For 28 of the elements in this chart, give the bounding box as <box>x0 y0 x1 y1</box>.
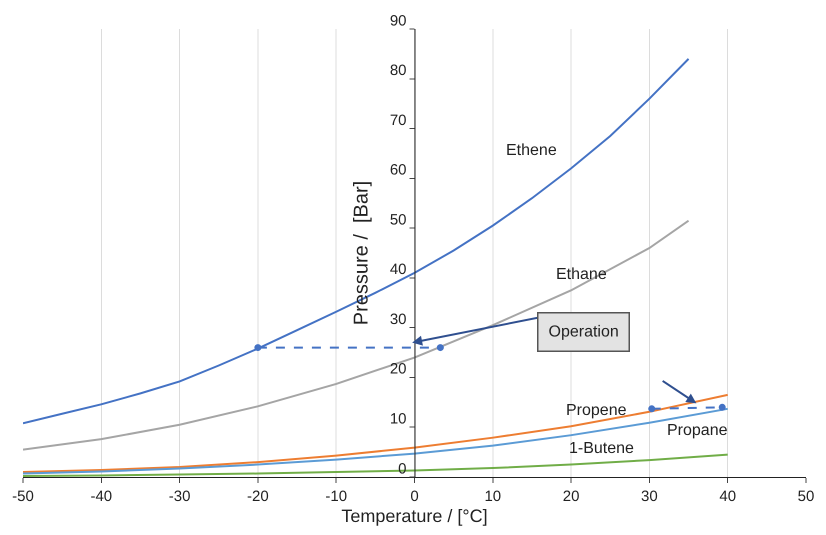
x-tick-label: 30 <box>641 488 658 505</box>
x-tick-label: 10 <box>484 488 502 505</box>
x-tick-label: -10 <box>325 488 348 505</box>
x-tick-label: 0 <box>410 488 419 505</box>
series-label: Ethene <box>506 142 557 159</box>
y-tick-label: 40 <box>390 261 406 278</box>
annotation: Operation <box>548 324 619 340</box>
y-tick-label: 70 <box>390 112 406 129</box>
x-tick-label: 20 <box>562 488 580 505</box>
y-tick-label: 50 <box>390 211 406 228</box>
y-tick-label: 60 <box>390 162 406 179</box>
x-axis-title: Temperature / [°C] <box>341 506 488 526</box>
series-label: Propene <box>566 402 627 419</box>
y-axis-title: Pressure / [Bar] <box>350 180 372 326</box>
x-tick-label: 50 <box>798 488 814 505</box>
series-label: Ethane <box>556 266 607 283</box>
x-tick-label: -50 <box>12 488 34 505</box>
y-tick-label: 30 <box>390 310 406 328</box>
y-tick-label: 10 <box>390 410 406 428</box>
y-tick-label: 20 <box>390 360 406 378</box>
x-tick-label: -30 <box>168 488 190 505</box>
x-tick-label: -20 <box>247 488 269 505</box>
series-label: 1-Butene <box>569 440 634 457</box>
y-tick-label: 80 <box>390 62 406 80</box>
x-tick-label: 40 <box>719 488 736 505</box>
series-label: Propane <box>667 422 728 439</box>
x-tick-label: -40 <box>90 488 112 505</box>
y-tick-label: 90 <box>390 12 406 30</box>
